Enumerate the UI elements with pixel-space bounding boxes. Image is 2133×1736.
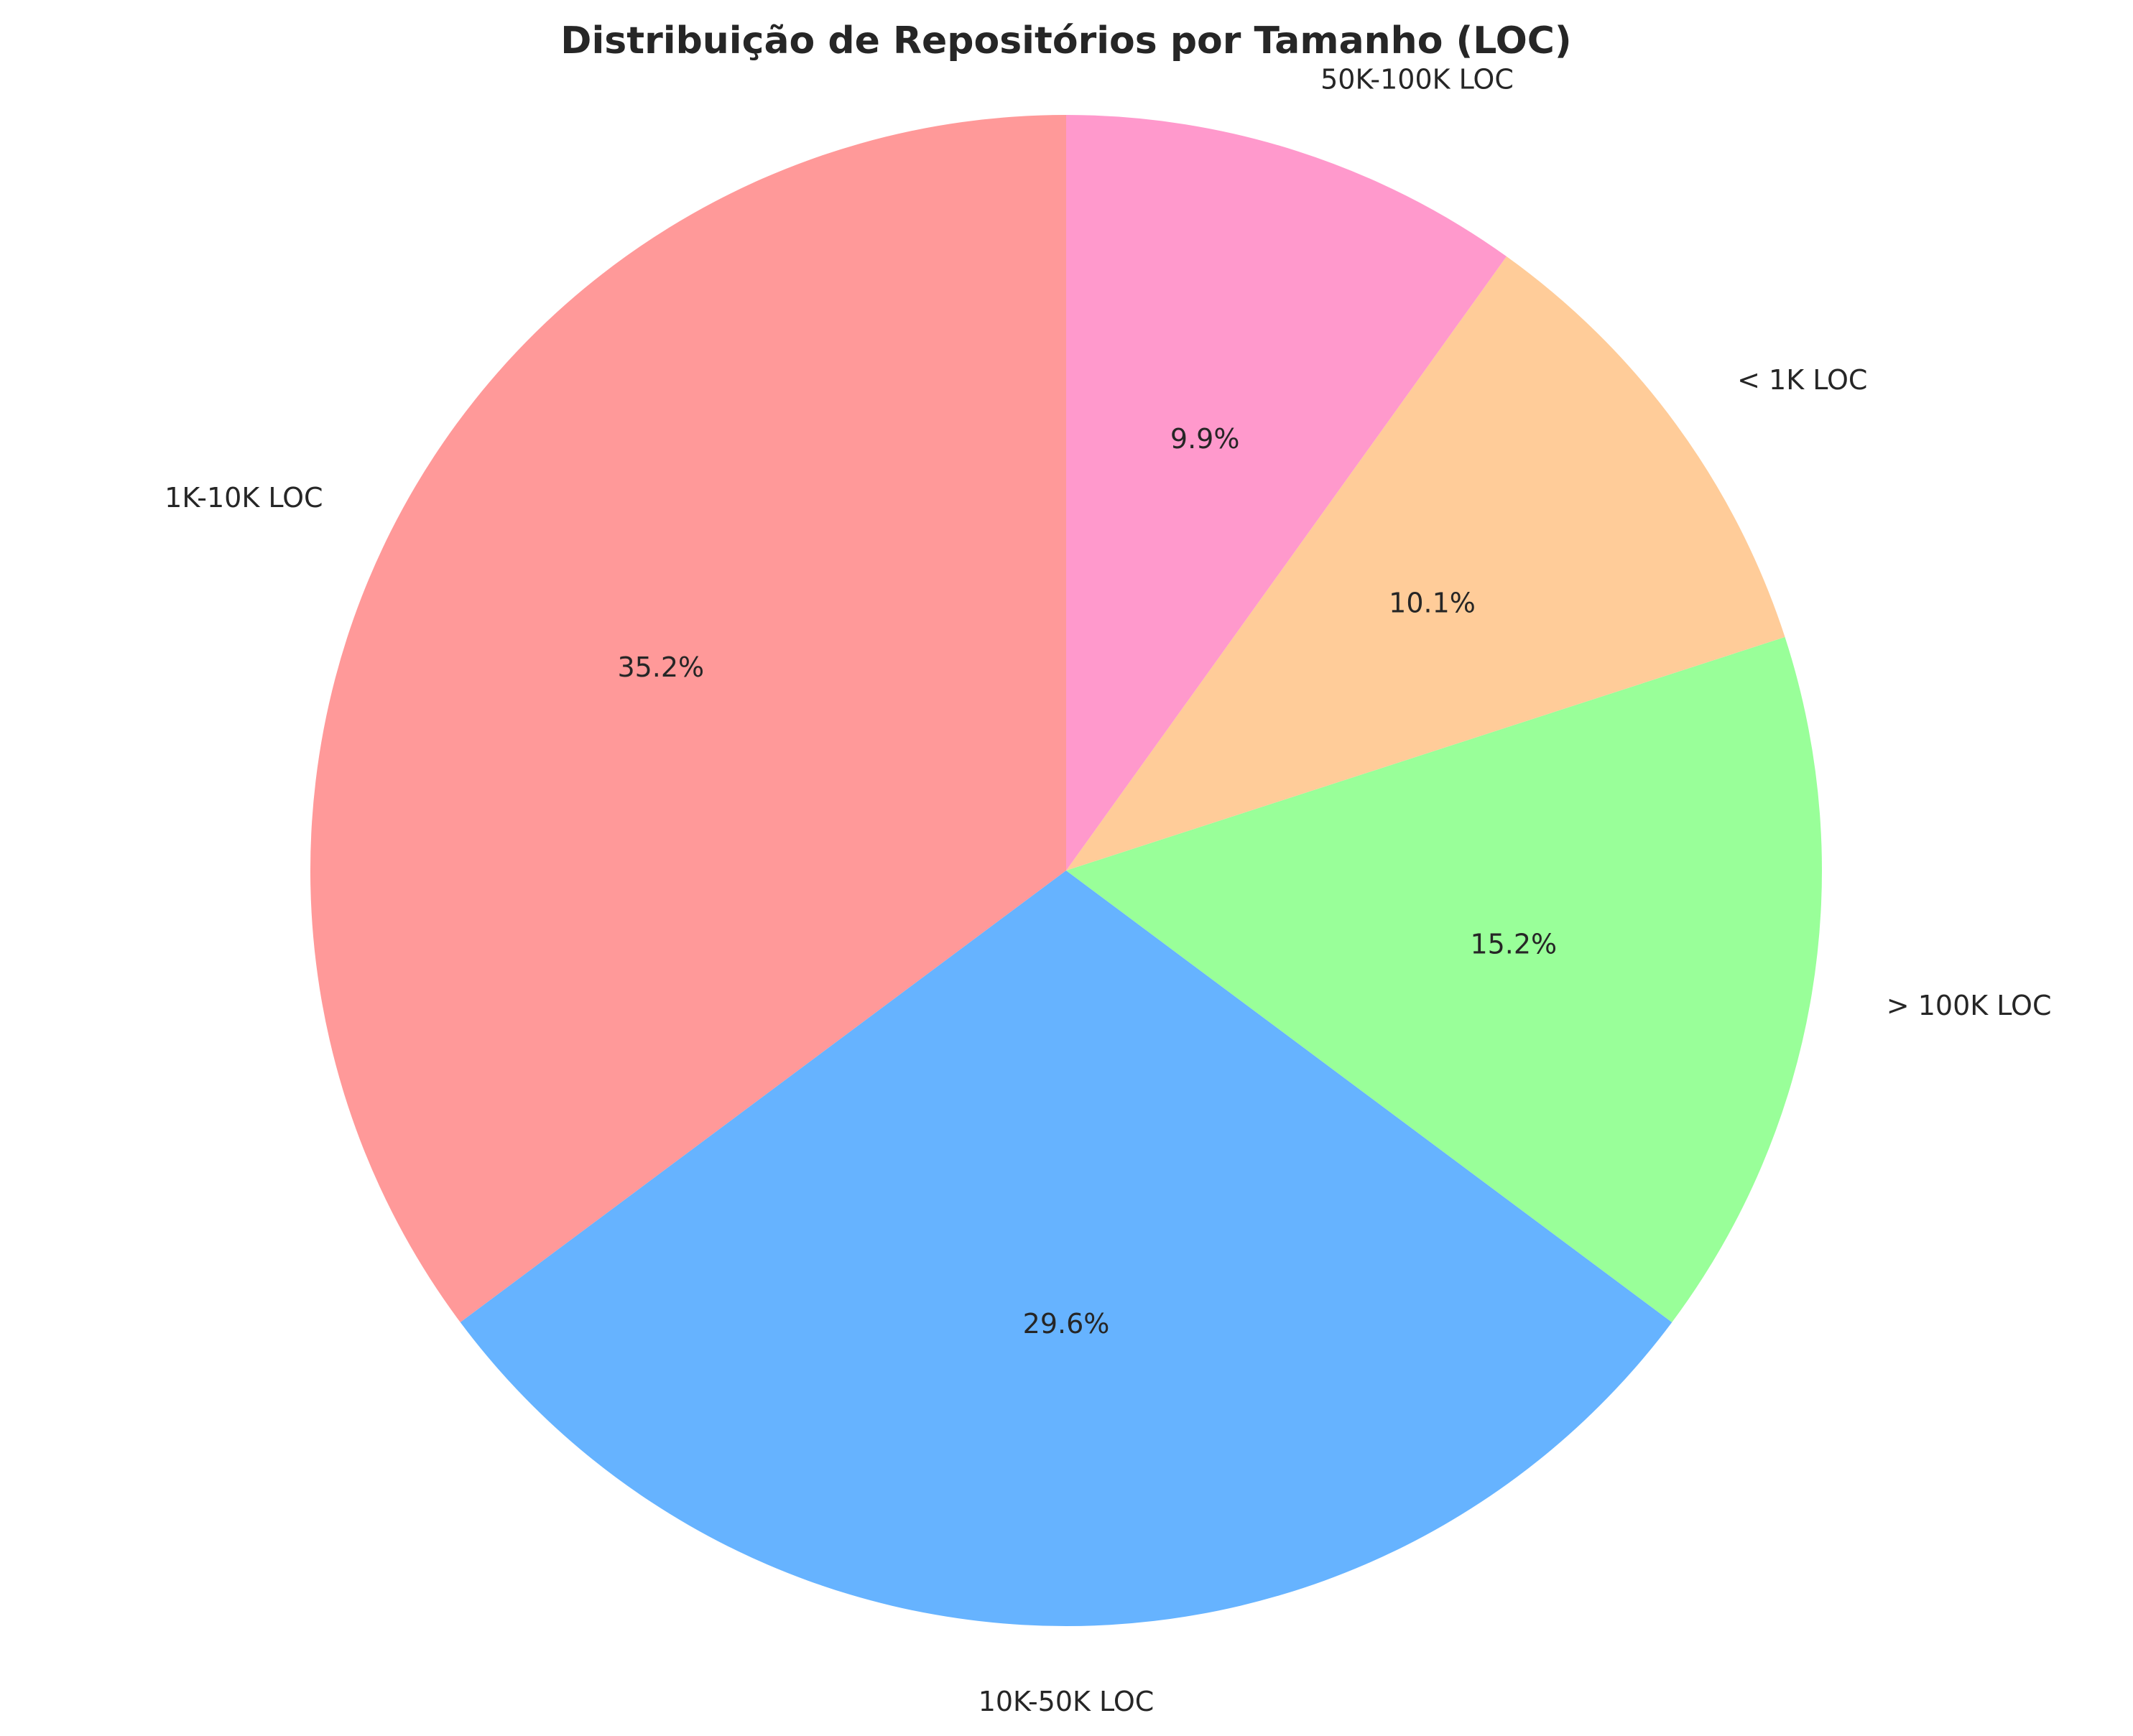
pie-slices [310, 115, 1823, 1627]
pie-labels: 1K-10K LOC 35.2% 10K-50K LOC 29.6% > 100K LO… [165, 63, 2051, 1717]
slice-label: < 1K LOC [1737, 364, 1867, 396]
slice-percent-label: 15.2% [1470, 929, 1557, 960]
slice-label: > 100K LOC [1887, 990, 2052, 1021]
slice-percent-label: 9.9% [1170, 423, 1240, 455]
pie-slice [310, 115, 1066, 1322]
slice-percent-label: 10.1% [1389, 587, 1476, 618]
pie-slice [1066, 636, 1823, 1322]
slice-label: 1K-10K LOC [165, 482, 323, 514]
pie-slice [1066, 115, 1507, 871]
slice-percent-label: 29.6% [1023, 1308, 1110, 1340]
slice-label: 50K-100K LOC [1320, 63, 1514, 95]
slice-percent-label: 35.2% [617, 651, 704, 683]
pie-slice [460, 871, 1672, 1627]
slice-label: 10K-50K LOC [978, 1686, 1155, 1717]
pie-slice [1066, 256, 1785, 871]
chart-title: Distribuição de Repositórios por Tamanho… [560, 19, 1571, 62]
